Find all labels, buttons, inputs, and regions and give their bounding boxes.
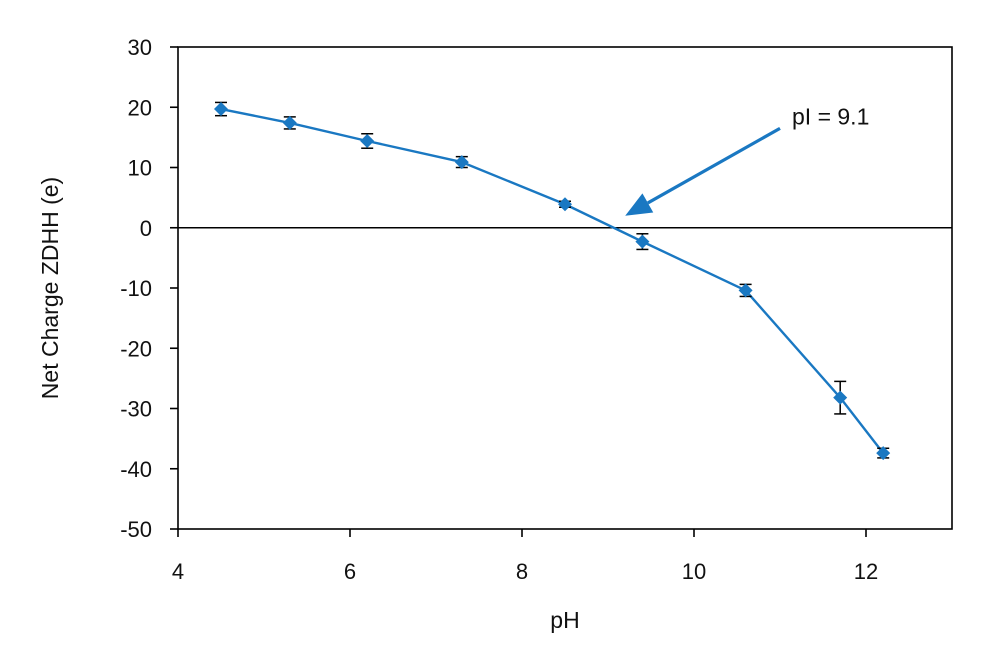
data-point	[876, 446, 891, 461]
x-tick-label: 6	[344, 559, 356, 584]
data-point	[833, 390, 848, 405]
x-tick-label: 4	[172, 559, 184, 584]
x-axis-label: pH	[550, 607, 579, 633]
data-point	[558, 197, 572, 212]
y-tick-label: -10	[120, 276, 152, 301]
series-net-charge	[214, 101, 891, 461]
y-tick-label: 20	[128, 95, 152, 120]
y-tick-label: -30	[120, 397, 152, 422]
annotation-pi-label: pI = 9.1	[792, 103, 869, 129]
data-point	[635, 234, 650, 249]
annotation-arrow-head	[625, 193, 654, 216]
x-tick-label: 10	[682, 559, 706, 584]
annotation: pI = 9.1	[625, 103, 869, 216]
series-line	[220, 107, 885, 454]
y-tick-label: -50	[120, 517, 152, 542]
data-point	[360, 133, 375, 148]
y-tick-label: -20	[120, 336, 152, 361]
x-tick-label: 12	[854, 559, 878, 584]
data-point	[454, 155, 469, 170]
data-point	[738, 283, 753, 298]
ticks: 30 20 10 0 -10 -20 -30 -40 -50 4 6 8 10 12	[120, 35, 878, 584]
y-tick-label: 10	[128, 156, 152, 181]
x-tick-label: 8	[516, 559, 528, 584]
y-tick-label: 30	[128, 35, 152, 60]
annotation-arrow-shaft	[647, 126, 781, 205]
data-point	[282, 115, 297, 130]
y-tick-label: 0	[140, 216, 152, 241]
data-point	[214, 102, 228, 117]
y-axis-label: Net Charge ZDHH (e)	[37, 177, 63, 399]
y-tick-label: -40	[120, 457, 152, 482]
